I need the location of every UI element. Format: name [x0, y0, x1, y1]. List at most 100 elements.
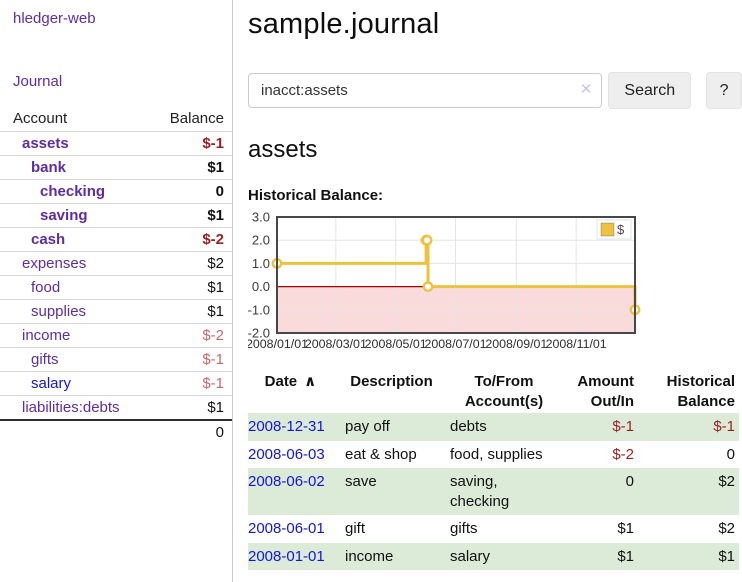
account-row: bank $1	[0, 155, 232, 180]
balance-column-header: Balance	[169, 110, 224, 127]
account-balance: $-2	[202, 327, 224, 344]
account-balance: $1	[207, 159, 224, 176]
sidebar-account-cash[interactable]: cash	[31, 231, 66, 248]
journal-row: 2008-01-01 income salary $1 $1	[248, 542, 739, 571]
x-tick-label: 2008/11/01	[546, 337, 607, 351]
search-button[interactable]: Search	[608, 72, 692, 109]
account-page-title: assets	[248, 136, 318, 163]
transaction-description-cell: save	[345, 473, 377, 490]
data-point-marker	[421, 234, 433, 246]
transaction-balance-cell: $1	[718, 547, 735, 565]
account-row: saving $1	[0, 203, 232, 228]
transaction-date-link[interactable]: 2008-06-01	[248, 520, 325, 537]
account-row: checking 0	[0, 179, 232, 204]
journal-row: 2008-06-03 eat & shop food, supplies $-2 0	[248, 441, 739, 469]
transaction-amount-cell: $-2	[612, 445, 634, 463]
clear-search-icon[interactable]: ✕	[579, 81, 593, 98]
search-help-button[interactable]: ?	[706, 72, 742, 109]
accounts-table-header: Account Balance	[0, 107, 232, 132]
sort-ascending-icon: ∧	[304, 373, 317, 390]
account-balance: $1	[207, 279, 224, 296]
account-balance: $1	[207, 303, 224, 320]
account-row: expenses $2	[0, 251, 232, 276]
transaction-date-link[interactable]: 2008-06-02	[248, 473, 325, 490]
search-box: ✕	[248, 73, 603, 108]
legend-swatch	[600, 222, 615, 237]
transaction-date-link[interactable]: 2008-06-03	[248, 445, 325, 463]
transaction-accounts-cell: salary	[450, 547, 491, 565]
journal-row: 2008-12-31 pay off debts $-1 $-1	[248, 413, 739, 441]
sidebar-item-journal[interactable]: Journal	[13, 73, 63, 90]
x-tick-label: 2008/03/01	[305, 337, 367, 351]
transaction-date-link[interactable]: 2008-12-31	[248, 418, 325, 435]
transaction-description-cell: gift	[345, 520, 366, 537]
sidebar-account-income[interactable]: income	[22, 327, 71, 344]
transaction-balance-cell: $2	[718, 473, 735, 490]
legend-label: $	[617, 222, 625, 237]
sidebar-account-assets[interactable]: assets	[22, 135, 69, 152]
sidebar-account-saving[interactable]: saving	[40, 207, 88, 224]
sidebar: hledger-web Journal Account Balance asse…	[0, 0, 233, 582]
transaction-description-cell: eat & shop	[345, 445, 417, 463]
transaction-description-cell: pay off	[345, 418, 390, 435]
sidebar-account-supplies[interactable]: supplies	[31, 303, 87, 320]
column-header-historical-balance[interactable]: Historical Balance	[666, 373, 735, 410]
account-row: liabilities:debts $1	[0, 395, 232, 421]
transaction-date-cell: 2008-01-01	[248, 543, 345, 571]
account-balance: $2	[207, 255, 224, 272]
plot-border	[276, 216, 636, 334]
sidebar-account-gifts[interactable]: gifts	[31, 351, 59, 368]
transaction-amount-cell: $1	[617, 547, 634, 565]
journal-row: 2008-06-02 save saving, checking 0 $2	[248, 468, 739, 515]
y-tick-label: 2.0	[252, 233, 270, 248]
column-header-description[interactable]: Description	[350, 373, 433, 390]
transaction-date-cell: 2008-06-01	[248, 515, 345, 543]
transactions-table-header: Date ∧ Description To/From Account(s) Amount…	[248, 370, 739, 413]
y-tick-label: 3.0	[252, 210, 270, 225]
sidebar-account-checking[interactable]: checking	[40, 183, 106, 200]
account-row: salary $-1	[0, 371, 232, 396]
x-tick-label: 2008/07/01	[425, 337, 487, 351]
account-row: assets $-1	[0, 131, 232, 156]
transaction-date-cell: 2008-06-03	[248, 441, 345, 469]
chart-svg: $3.0 2.0 1.0 0.0 -1.0 -2.02008/01/012008/03/0…	[246, 210, 641, 351]
transaction-accounts-cell: food, supplies	[450, 445, 543, 463]
column-header-amount-out-in[interactable]: Amount Out/In	[577, 373, 634, 410]
transaction-accounts-cell: saving, checking	[450, 473, 510, 510]
transaction-balance-cell: 0	[726, 445, 735, 463]
historical-balance-chart: $3.0 2.0 1.0 0.0 -1.0 -2.0 2008/01/01 2008/03/0…	[246, 210, 658, 352]
sidebar-account-expenses[interactable]: expenses	[22, 255, 87, 272]
sidebar-account-food[interactable]: food	[31, 279, 61, 296]
y-tick-label: 1.0	[252, 256, 270, 271]
transaction-description-cell: income	[345, 547, 394, 565]
transaction-amount-cell: $-1	[612, 418, 634, 435]
search-form: ✕ Search ?	[248, 72, 742, 109]
transaction-date-cell: 2008-06-02	[248, 468, 345, 515]
accounts-table: Account Balance assets $-1 bank $1 checking 0…	[0, 107, 232, 444]
journal-row: 2008-06-01 gift gifts $1 $2	[248, 515, 739, 543]
main-content: sample.journal ✕ Search ? assets Histori…	[246, 0, 742, 571]
app-title-link[interactable]: hledger-web	[13, 10, 96, 27]
y-tick-label: 0.0	[252, 279, 270, 294]
sidebar-account-salary[interactable]: salary	[31, 375, 72, 392]
column-header-to-from-account-s-[interactable]: To/From Account(s)	[464, 373, 544, 410]
transaction-accounts-cell: gifts	[450, 520, 478, 537]
y-tick-label: -2.0	[248, 326, 270, 341]
transaction-amount-cell: 0	[625, 473, 634, 490]
account-row: supplies $1	[0, 299, 232, 324]
search-input[interactable]	[248, 73, 603, 108]
account-balance: $-1	[202, 375, 224, 392]
account-balance: $1	[207, 207, 224, 224]
transaction-amount-cell: $1	[617, 520, 634, 537]
column-header-date[interactable]: Date ∧	[264, 373, 317, 390]
data-point-marker	[422, 281, 434, 293]
account-balance: $-1	[202, 351, 224, 368]
transaction-date-cell: 2008-12-31	[248, 413, 345, 441]
accounts-total-value: 0	[215, 424, 224, 441]
accounts-total-row: 0	[0, 420, 232, 444]
transaction-accounts-cell: debts	[450, 418, 487, 435]
account-row: income $-2	[0, 323, 232, 348]
transaction-date-link[interactable]: 2008-01-01	[248, 547, 325, 565]
sidebar-account-liabilities-debts[interactable]: liabilities:debts	[22, 399, 120, 416]
sidebar-account-bank[interactable]: bank	[31, 159, 67, 176]
